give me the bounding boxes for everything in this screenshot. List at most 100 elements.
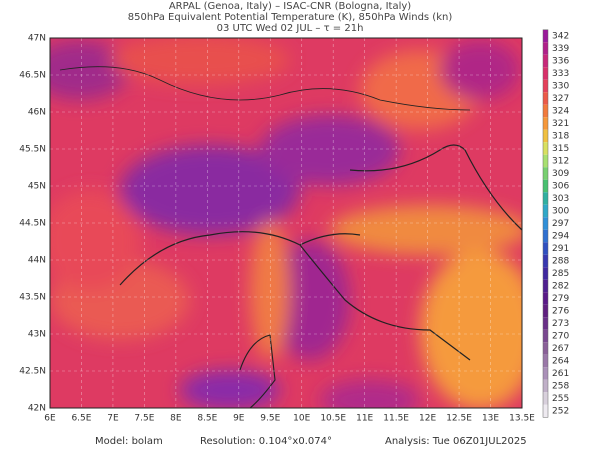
colorbar-label: 273 xyxy=(552,319,569,329)
colorbar-label: 306 xyxy=(552,182,569,192)
colorbar-label: 252 xyxy=(552,407,569,417)
lon-label: 13E xyxy=(482,414,499,424)
colorbar-swatch xyxy=(543,254,548,268)
colorbar-swatch xyxy=(543,229,548,243)
colorbar-label: 267 xyxy=(552,344,569,354)
colorbar-label: 294 xyxy=(552,232,569,242)
colorbar-label: 300 xyxy=(552,207,569,217)
colorbar-swatch xyxy=(543,67,548,80)
colorbar-label: 321 xyxy=(552,119,569,129)
colorbar-swatch xyxy=(543,154,548,168)
colorbar: 342 339 336 333 330 327 324 321 318 315 312 309 306 3… xyxy=(542,29,569,418)
lon-label: 12.5E xyxy=(446,414,472,424)
colorbar-label: 270 xyxy=(552,332,569,342)
colorbar-swatch xyxy=(543,29,548,43)
lat-label: 44.5N xyxy=(19,219,46,229)
header-line: ARPAL (Genoa, Italy) – ISAC-CNR (Bologna… xyxy=(169,1,411,12)
footer-analysis: Analysis: Tue 06Z01JUL2025 xyxy=(385,436,527,447)
colorbar-label: 336 xyxy=(552,57,569,67)
lon-label: 10E xyxy=(293,414,310,424)
colorbar-label: 330 xyxy=(552,82,569,92)
colorbar-label: 261 xyxy=(552,369,569,379)
lat-label: 43N xyxy=(28,330,46,340)
colorbar-label: 285 xyxy=(552,269,569,279)
lat-label: 47N xyxy=(28,34,46,44)
colorbar-swatch xyxy=(543,379,548,393)
footer-resolution: Resolution: 0.104°x0.074° xyxy=(200,436,332,447)
colorbar-frame xyxy=(542,29,549,418)
colorbar-swatch xyxy=(543,317,548,330)
colorbar-swatch xyxy=(543,79,548,93)
colorbar-swatch xyxy=(543,304,548,318)
header-line: 03 UTC Wed 02 JUL – τ = 21h xyxy=(217,23,364,34)
lat-label: 46.5N xyxy=(19,71,46,81)
colorbar-label: 339 xyxy=(552,44,569,54)
lat-label: 42.5N xyxy=(19,367,46,377)
lon-label: 6E xyxy=(44,414,56,424)
colorbar-swatch xyxy=(543,142,548,155)
colorbar-label: 327 xyxy=(552,94,569,104)
colorbar-swatch xyxy=(543,192,548,205)
lon-label: 9E xyxy=(233,414,245,424)
colorbar-label: 303 xyxy=(552,194,569,204)
map-frame xyxy=(49,37,523,409)
footer-model: Model: bolam xyxy=(95,436,163,447)
lon-label: 8.5E xyxy=(197,414,217,424)
lat-label: 43.5N xyxy=(19,293,46,303)
lon-label: 10.5E xyxy=(320,414,346,424)
header-line: 850hPa Equivalent Potential Temperature … xyxy=(128,12,453,23)
colorbar-label: 288 xyxy=(552,257,569,267)
colorbar-swatch xyxy=(543,117,548,130)
colorbar-swatch xyxy=(543,367,548,380)
lon-label: 12E xyxy=(419,414,436,424)
colorbar-label: 315 xyxy=(552,144,569,154)
lat-label: 42N xyxy=(28,404,46,414)
colorbar-label: 309 xyxy=(552,169,569,179)
colorbar-swatch xyxy=(543,217,548,230)
lat-label: 44N xyxy=(28,256,46,266)
lon-label: 7E xyxy=(107,414,119,424)
colorbar-swatch xyxy=(543,242,548,255)
colorbar-swatch xyxy=(543,42,548,55)
colorbar-swatch xyxy=(543,292,548,305)
colorbar-label: 255 xyxy=(552,394,569,404)
lon-label: 11E xyxy=(356,414,373,424)
colorbar-swatch xyxy=(543,179,548,193)
lat-label: 45N xyxy=(28,182,46,192)
colorbar-swatch xyxy=(543,354,548,368)
lon-label: 7.5E xyxy=(134,414,154,424)
colorbar-swatch xyxy=(543,404,548,418)
lon-label: 11.5E xyxy=(383,414,409,424)
colorbar-swatch xyxy=(543,392,548,405)
axis-labels: 6E 6.5E 7E 7.5E 8E 8.5E 9E 9.5E 10E 10.5E 11E 11.5E… xyxy=(19,34,535,424)
colorbar-label: 279 xyxy=(552,294,569,304)
colorbar-swatch xyxy=(543,329,548,343)
grid xyxy=(50,38,522,408)
lat-label: 46N xyxy=(28,108,46,118)
lat-label: 45.5N xyxy=(19,145,46,155)
colorbar-label: 258 xyxy=(552,382,569,392)
map-field xyxy=(50,38,522,408)
colorbar-swatch xyxy=(543,54,548,68)
colorbar-label: 333 xyxy=(552,69,569,79)
colorbar-swatch xyxy=(543,204,548,218)
colorbar-label: 318 xyxy=(552,132,569,142)
lon-label: 9.5E xyxy=(260,414,280,424)
lon-label: 8E xyxy=(170,414,182,424)
lon-label: 13.5E xyxy=(509,414,535,424)
colorbar-label: 312 xyxy=(552,157,569,167)
lon-label: 6.5E xyxy=(71,414,91,424)
colorbar-swatch xyxy=(543,129,548,143)
colorbar-label: 282 xyxy=(552,282,569,292)
colorbar-label: 324 xyxy=(552,107,569,117)
colorbar-swatch xyxy=(543,167,548,180)
colorbar-swatch xyxy=(543,267,548,280)
colorbar-label: 297 xyxy=(552,219,569,229)
colorbar-label: 291 xyxy=(552,244,569,254)
colorbar-label: 264 xyxy=(552,357,569,367)
colorbar-swatch xyxy=(543,342,548,355)
colorbar-swatch xyxy=(543,92,548,105)
colorbar-label: 342 xyxy=(552,32,569,42)
colorbar-label: 276 xyxy=(552,307,569,317)
